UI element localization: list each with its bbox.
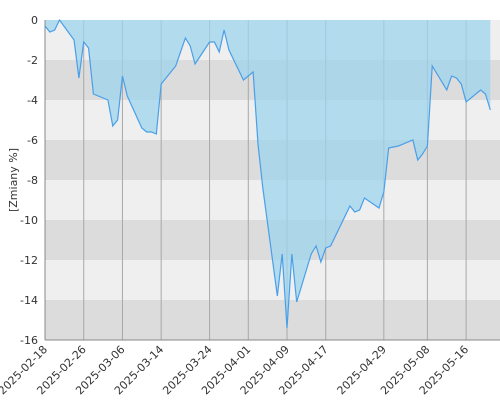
background-band — [45, 260, 500, 300]
y-tick-label: -8 — [27, 174, 38, 187]
y-tick-label: 0 — [31, 14, 38, 27]
y-tick-labels: 0 -2 -4 -6 -8 -10 -12 -14 -16 — [20, 14, 38, 347]
series-line — [44, 18, 491, 329]
y-axis-title: [Zmiany %] — [7, 148, 20, 212]
y-tick-label: -2 — [27, 54, 38, 67]
y-tick-label: -16 — [20, 334, 38, 347]
x-tick-labels: 2025-02-182025-02-262025-03-062025-03-14… — [0, 343, 471, 397]
y-tick-label: -12 — [20, 254, 38, 267]
y-tick-label: -6 — [27, 134, 38, 147]
y-tick-label: -10 — [20, 214, 38, 227]
y-tick-label: -4 — [27, 94, 38, 107]
drawdown-area — [45, 20, 491, 328]
background-band — [45, 300, 500, 340]
y-tick-label: -14 — [20, 294, 38, 307]
